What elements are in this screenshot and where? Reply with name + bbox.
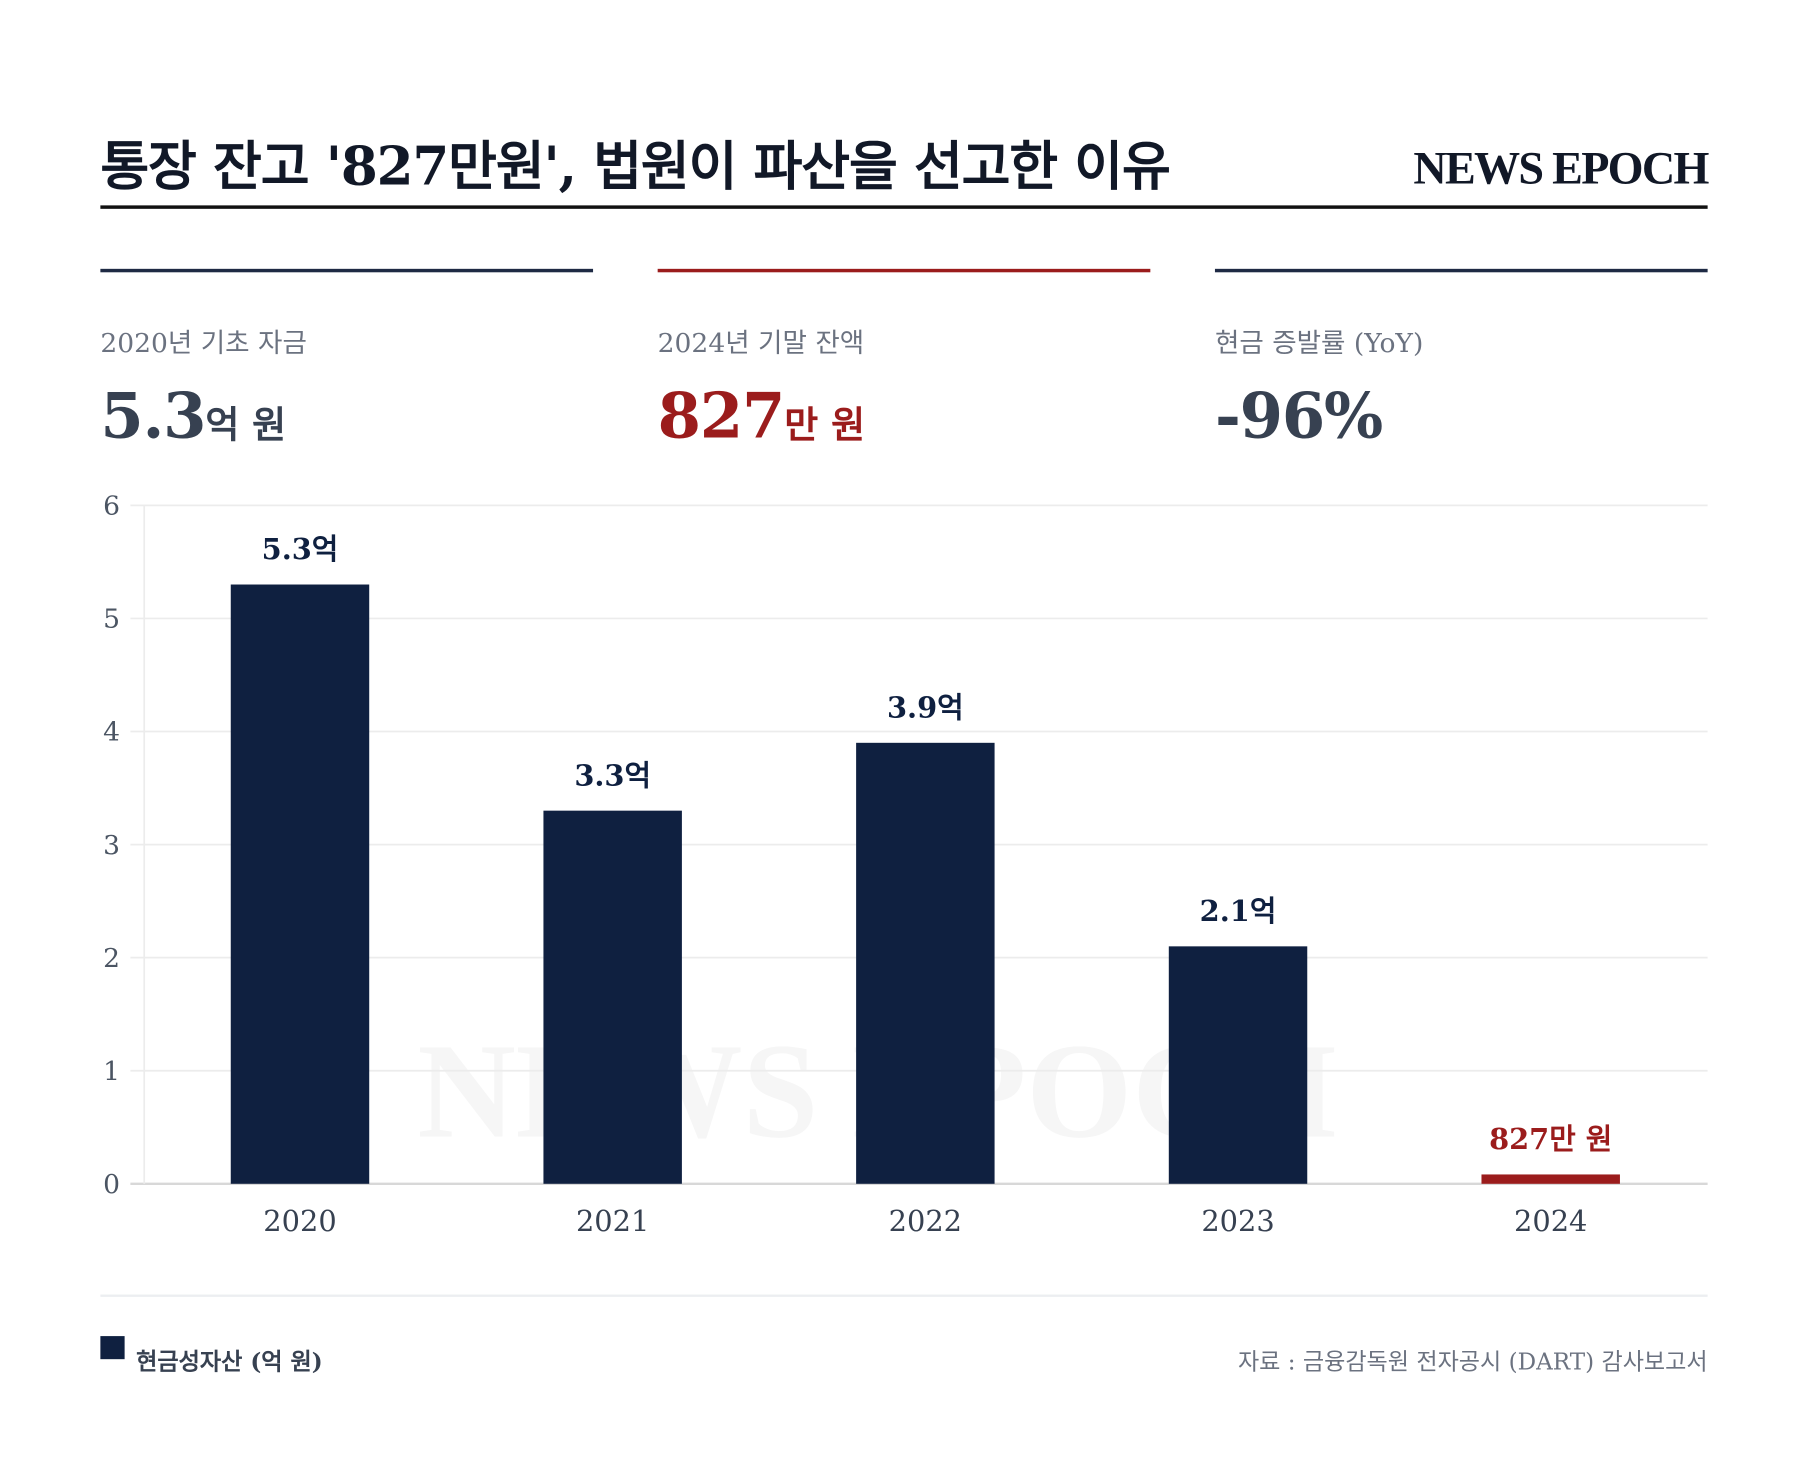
page-title: 통장 잔고 '827만원', 법원이 파산을 선고한 이유 — [100, 134, 1170, 198]
y-tick-label: 2 — [103, 943, 120, 974]
legend-swatch — [100, 1336, 125, 1360]
stat-card-initial-funds: 2020년 기초 자금 5.3억 원 — [100, 268, 594, 452]
card-top-rule — [100, 268, 594, 273]
x-tick-label: 2023 — [1201, 1204, 1274, 1238]
x-tick-label: 2024 — [1514, 1204, 1587, 1238]
x-tick-label: 2022 — [889, 1204, 962, 1238]
y-tick-label: 6 — [103, 491, 120, 522]
data-label-2021: 3.3억 — [574, 758, 651, 792]
card-top-rule — [657, 268, 1151, 273]
data-label-2023: 2.1억 — [1200, 894, 1277, 928]
bar-2021 — [543, 810, 682, 1184]
stat-value: 5.3억 원 — [100, 378, 593, 452]
brand-logo: NEWS EPOCH — [1413, 141, 1709, 194]
legend-label: 현금성자산 (억 원) — [136, 1347, 323, 1376]
stat-value: -96% — [1215, 378, 1708, 452]
bar-chart: NEWS EPOCH01234565.3억20203.3억20213.9억202… — [103, 491, 1708, 1238]
footer-divider — [100, 1294, 1708, 1297]
card-top-rule — [1214, 268, 1708, 273]
y-tick-label: 3 — [103, 830, 120, 861]
x-tick-label: 2021 — [576, 1204, 649, 1238]
stat-value: 827만 원 — [658, 378, 1151, 452]
bar-2024 — [1481, 1174, 1620, 1184]
stat-number: 827 — [657, 378, 786, 453]
y-tick-label: 4 — [103, 717, 120, 748]
title-divider — [100, 205, 1708, 209]
stat-label: 현금 증발률 (YoY) — [1214, 328, 1424, 359]
stat-number: 5.3 — [100, 378, 206, 453]
stat-card-ending-balance: 2024년 기말 잔액 827만 원 — [657, 268, 1151, 452]
stat-label: 2020년 기초 자금 — [100, 328, 307, 359]
source-note: 자료 : 금융감독원 전자공시 (DART) 감사보고서 — [1237, 1347, 1708, 1376]
data-label-2020: 5.3억 — [262, 532, 339, 566]
bar-2020 — [230, 584, 370, 1184]
y-tick-label: 1 — [103, 1056, 120, 1087]
stat-unit: 만 원 — [784, 402, 866, 447]
y-tick-label: 0 — [103, 1169, 120, 1200]
bar-2022 — [856, 742, 995, 1184]
stat-number: -96% — [1214, 378, 1383, 453]
data-label-2024: 827만 원 — [1489, 1122, 1612, 1156]
x-tick-label: 2020 — [263, 1204, 336, 1238]
stat-unit: 억 원 — [205, 402, 287, 447]
bar-2023 — [1168, 946, 1308, 1184]
y-tick-label: 5 — [103, 604, 120, 635]
data-label-2022: 3.9억 — [887, 690, 964, 724]
stat-card-cash-loss-rate: 현금 증발률 (YoY) -96% — [1214, 268, 1708, 452]
stat-label: 2024년 기말 잔액 — [657, 328, 865, 359]
